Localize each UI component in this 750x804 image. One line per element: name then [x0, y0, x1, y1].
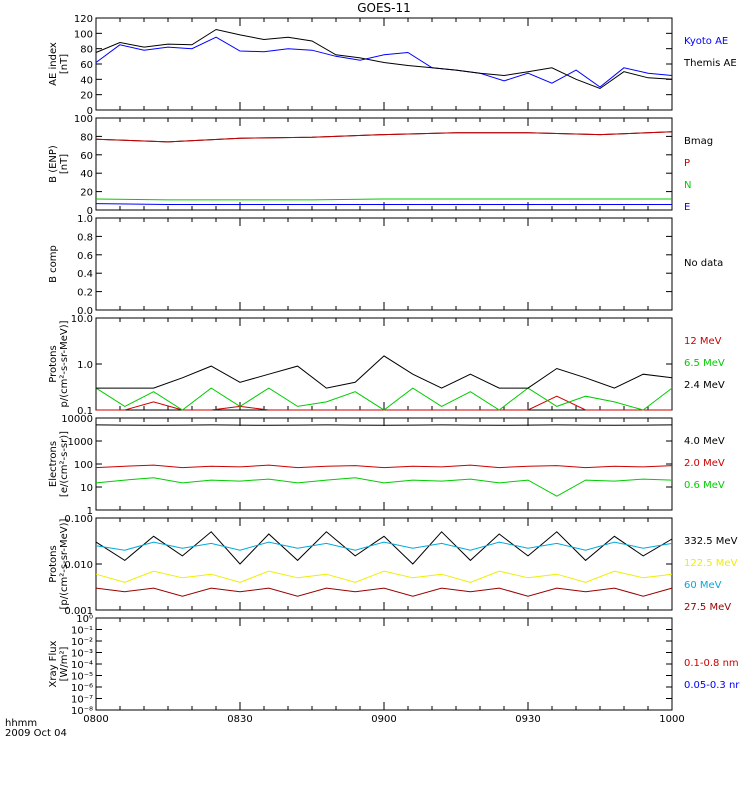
y-axis-label: Electrons [48, 441, 59, 487]
y-tick-label: 10⁻⁵ [71, 672, 93, 683]
panel-frame-7 [96, 618, 672, 710]
y-tick-label: 10⁻² [71, 637, 93, 648]
series-line-122-5-mev [96, 571, 672, 582]
date-label: 2009 Oct 04 [5, 728, 67, 739]
legend-entry: 122.5 MeV [684, 558, 738, 569]
series-line-p [96, 132, 672, 142]
legend-entry: Kyoto AE [684, 36, 728, 47]
legend-entry: No data [684, 258, 723, 269]
legend-entry: 12 MeV [684, 336, 722, 347]
y-tick-label: 100 [74, 460, 93, 471]
y-tick-label: 80 [80, 132, 93, 143]
panel-frame-3 [96, 218, 672, 310]
y-tick-label: 40 [80, 169, 93, 180]
legend-entry: N [684, 180, 691, 191]
series-line-bmag [96, 132, 672, 142]
y-axis-label: B (ENP) [48, 145, 59, 183]
y-axis-label: Protons [48, 345, 59, 382]
series-line-2-4-mev [96, 356, 672, 388]
x-tick-label: 0800 [83, 714, 108, 725]
y-axis-label: [e/(cm²-s-sr)] [59, 431, 70, 497]
legend-entry: Themis AE [683, 58, 737, 69]
legend-entry: 27.5 MeV [684, 602, 731, 613]
y-tick-label: 10⁻⁷ [71, 695, 93, 706]
panel-frame-5 [96, 418, 672, 510]
y-axis-label: B comp [48, 245, 59, 283]
y-axis-label: [p/(cm²-s-sr-MeV)] [59, 518, 70, 609]
legend-entry: 0.6 MeV [684, 480, 725, 491]
legend-entry: P [684, 158, 690, 169]
y-tick-label: 120 [74, 14, 93, 25]
y-tick-label: 100 [74, 29, 93, 40]
legend-entry: 6.5 MeV [684, 358, 725, 369]
y-tick-label: 20 [80, 91, 93, 102]
y-tick-label: 10 [80, 483, 93, 494]
y-tick-label: 80 [80, 45, 93, 56]
y-axis-label: [nT] [59, 154, 70, 174]
legend-entry: Bmag [684, 136, 713, 147]
y-tick-label: 100 [74, 114, 93, 125]
y-tick-label: 1.0 [77, 214, 93, 225]
y-tick-label: 10000 [61, 414, 93, 425]
x-tick-label: 0830 [227, 714, 252, 725]
legend-entry: 0.05-0.3 nr [684, 680, 740, 691]
y-tick-label: 60 [80, 151, 93, 162]
chart-title: GOES-11 [357, 1, 411, 15]
y-tick-label: 20 [80, 188, 93, 199]
y-axis-label: Protons [48, 545, 59, 582]
x-tick-label: 1000 [659, 714, 684, 725]
y-tick-label: 0.8 [77, 232, 93, 243]
y-tick-label: 10⁰ [76, 614, 93, 625]
y-tick-label: 10⁻³ [71, 649, 93, 660]
series-line-0-6-mev [96, 478, 672, 496]
y-axis-label: Xray Flux [48, 640, 59, 687]
series-line-themis-ae [96, 30, 672, 89]
panel-frame-2 [96, 118, 672, 210]
legend-entry: E [684, 202, 690, 213]
y-tick-label: 10⁻⁶ [71, 683, 93, 694]
y-tick-label: 0.2 [77, 288, 93, 299]
y-tick-label: 10⁻⁴ [71, 660, 93, 671]
y-tick-label: 10.0 [71, 314, 93, 325]
legend-entry: 2.0 MeV [684, 458, 725, 469]
y-axis-label: AE index [48, 42, 59, 86]
y-tick-label: 40 [80, 75, 93, 86]
y-tick-label: 10⁻¹ [71, 626, 93, 637]
y-axis-label: [W/m²] [59, 646, 70, 681]
y-tick-label: 0.6 [77, 251, 93, 262]
series-line-60-mev [96, 542, 672, 550]
legend-entry: 0.1-0.8 nm [684, 658, 739, 669]
legend-entry: 60 MeV [684, 580, 722, 591]
y-axis-label: p/(cm²-s-sr-MeV)] [59, 320, 70, 407]
legend-entry: 4.0 MeV [684, 436, 725, 447]
y-tick-label: 0.4 [77, 269, 93, 280]
series-line-n [96, 199, 672, 200]
series-line-2-0-mev [96, 465, 672, 468]
series-line-27-5-mev [96, 588, 672, 596]
panel-frame-1 [96, 18, 672, 110]
y-tick-label: 1000 [68, 437, 93, 448]
x-tick-label: 0930 [515, 714, 540, 725]
x-tick-label: 0900 [371, 714, 396, 725]
legend-entry: 2.4 MeV [684, 380, 725, 391]
legend-entry: 332.5 MeV [684, 536, 738, 547]
y-tick-label: 60 [80, 60, 93, 71]
y-tick-label: 1.0 [77, 360, 93, 371]
y-axis-label: [nT] [59, 54, 70, 74]
